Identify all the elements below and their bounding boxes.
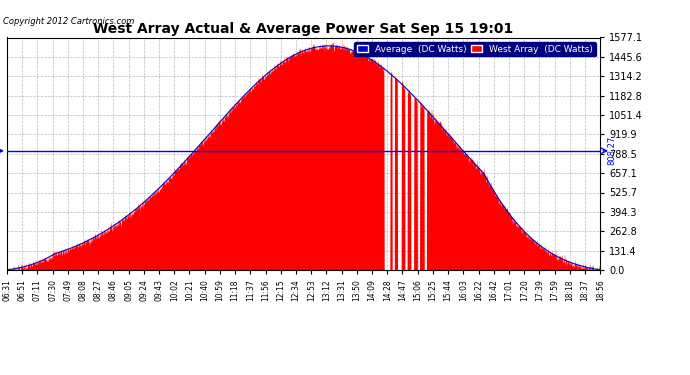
- Text: 808.27: 808.27: [607, 136, 616, 165]
- Text: Copyright 2012 Cartronics.com: Copyright 2012 Cartronics.com: [3, 17, 135, 26]
- Title: West Array Actual & Average Power Sat Sep 15 19:01: West Array Actual & Average Power Sat Se…: [93, 22, 514, 36]
- Legend: Average  (DC Watts), West Array  (DC Watts): Average (DC Watts), West Array (DC Watts…: [354, 42, 595, 56]
